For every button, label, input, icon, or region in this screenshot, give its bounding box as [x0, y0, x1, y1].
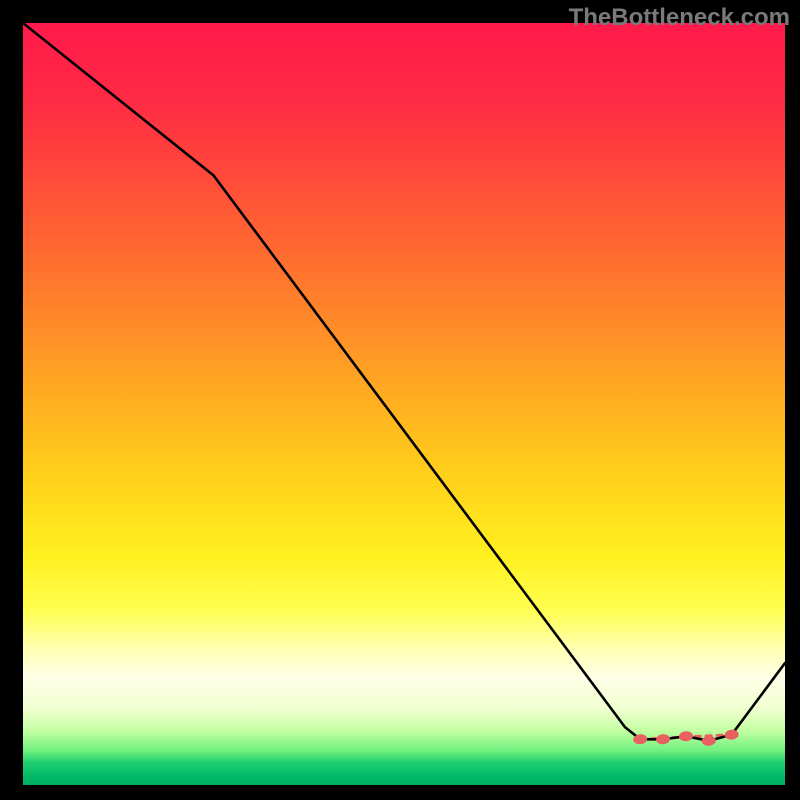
gradient-background	[23, 23, 785, 785]
chart-container: TheBottleneck.com	[0, 0, 800, 800]
plot-area	[23, 23, 785, 785]
watermark-text: TheBottleneck.com	[569, 4, 790, 32]
gradient-line-chart	[23, 23, 785, 785]
